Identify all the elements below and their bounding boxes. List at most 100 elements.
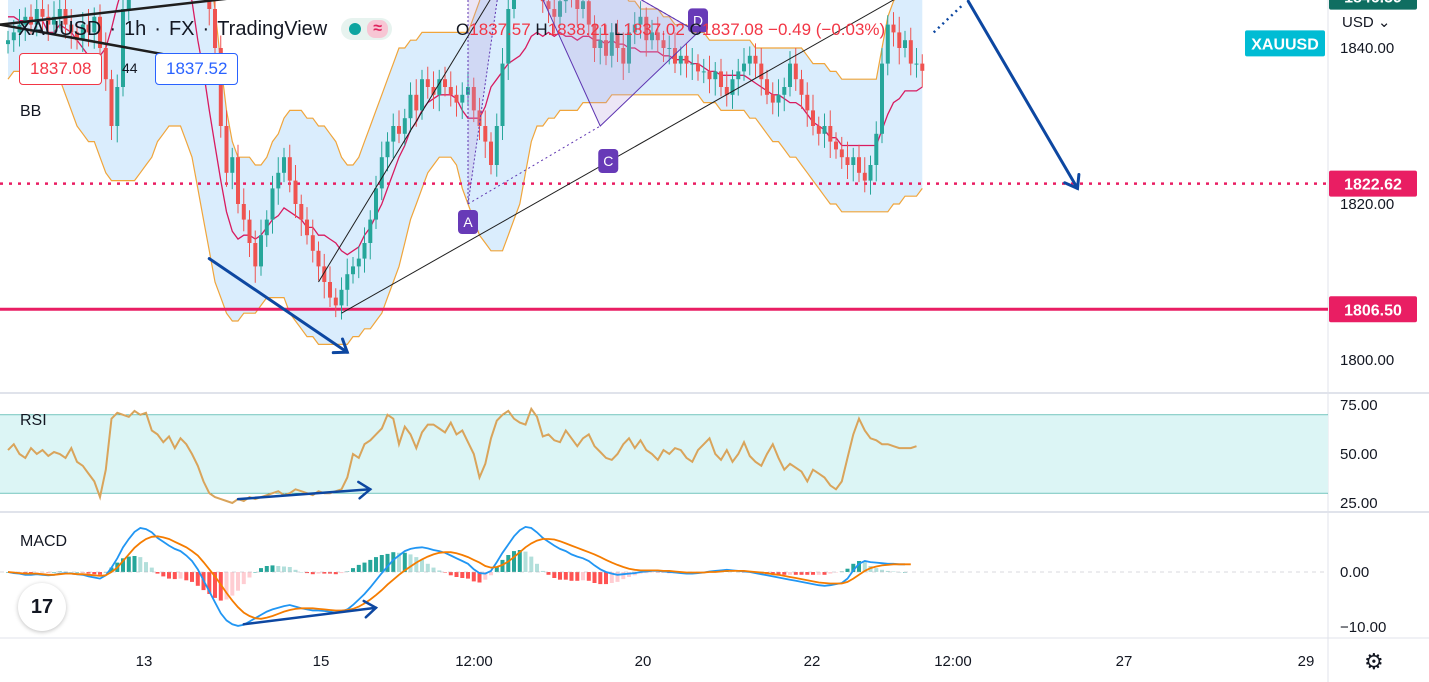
candle-body[interactable] <box>874 133 879 165</box>
candle-body[interactable] <box>667 48 672 49</box>
candle-body[interactable] <box>287 157 292 181</box>
candle-body[interactable] <box>305 219 309 236</box>
macd-histogram-bar[interactable] <box>333 572 338 575</box>
candle-body[interactable] <box>276 172 281 189</box>
price-pane[interactable]: ABCD <box>0 0 1328 355</box>
macd-histogram-bar[interactable] <box>236 572 240 591</box>
dotted-top-price-label-bg[interactable] <box>1329 0 1417 10</box>
macd-histogram-bar[interactable] <box>805 572 810 575</box>
macd-histogram-bar[interactable] <box>356 564 361 572</box>
candle-body[interactable] <box>126 0 131 9</box>
candle-body[interactable] <box>512 0 516 9</box>
pattern-label-c-badge[interactable] <box>598 149 619 173</box>
candle-body[interactable] <box>770 94 775 103</box>
buy-price-button[interactable]: 1837.52 <box>155 53 239 85</box>
candle-body[interactable] <box>293 180 298 204</box>
candle-body[interactable] <box>339 289 344 306</box>
macd-histogram-bar[interactable] <box>322 572 327 574</box>
bb-lower-line[interactable] <box>7 70 923 345</box>
candle-body[interactable] <box>333 297 338 306</box>
macd-histogram-bar[interactable] <box>293 569 298 572</box>
candle-body[interactable] <box>259 235 263 267</box>
macd-histogram-bar[interactable] <box>374 557 378 572</box>
candle-body[interactable] <box>747 55 752 64</box>
macd-histogram-bar[interactable] <box>184 572 189 581</box>
candle-body[interactable] <box>483 126 488 142</box>
macd-histogram-bar[interactable] <box>615 572 620 582</box>
candle-body[interactable] <box>425 79 430 87</box>
macd-histogram-bar[interactable] <box>489 572 493 576</box>
candle-body[interactable] <box>690 63 695 65</box>
candle-body[interactable] <box>282 157 286 173</box>
candle-body[interactable] <box>466 87 470 95</box>
candle-body[interactable] <box>57 9 62 17</box>
macd-histogram-bar[interactable] <box>385 553 390 572</box>
divergence-arrow-rsi[interactable] <box>236 488 372 501</box>
candle-body[interactable] <box>736 71 741 80</box>
macd-histogram-bar[interactable] <box>770 572 775 575</box>
candle-body[interactable] <box>615 32 620 48</box>
candle-body[interactable] <box>103 48 108 80</box>
candle-body[interactable] <box>609 32 614 56</box>
macd-histogram-bar[interactable] <box>92 572 97 575</box>
candle-body[interactable] <box>236 157 240 204</box>
symbol-name[interactable]: XAUUSD <box>18 17 102 40</box>
candle-body[interactable] <box>362 243 367 259</box>
candle-body[interactable] <box>885 24 890 64</box>
macd-histogram-bar[interactable] <box>788 572 792 575</box>
macd-histogram-bar[interactable] <box>523 551 528 572</box>
candle-body[interactable] <box>52 16 56 25</box>
macd-histogram-bar[interactable] <box>776 572 781 575</box>
macd-histogram-bar[interactable] <box>414 557 419 572</box>
macd-histogram-bar[interactable] <box>575 572 580 581</box>
candle-body[interactable] <box>299 204 304 220</box>
divergence-arrow-price[interactable] <box>207 257 349 354</box>
candle-body[interactable] <box>98 16 102 48</box>
candle-body[interactable] <box>109 79 114 126</box>
macd-histogram-bar[interactable] <box>247 572 252 578</box>
candle-body[interactable] <box>678 55 683 64</box>
macd-histogram-bar[interactable] <box>581 572 585 581</box>
candle-body[interactable] <box>782 87 787 95</box>
candle-body[interactable] <box>477 110 482 126</box>
candle-body[interactable] <box>707 71 712 80</box>
candle-body[interactable] <box>207 0 212 9</box>
macd-histogram-bar[interactable] <box>420 559 424 572</box>
macd-histogram-bar[interactable] <box>339 572 344 574</box>
forecast-arrow-head[interactable] <box>1063 172 1081 191</box>
bb-basis-line[interactable] <box>8 0 923 256</box>
macd-histogram-bar[interactable] <box>558 572 562 580</box>
macd-histogram-bar[interactable] <box>149 567 154 572</box>
macd-histogram-bar[interactable] <box>431 567 436 572</box>
candle-body[interactable] <box>40 9 45 17</box>
candle-body[interactable] <box>730 79 735 95</box>
trendline-upper-left[interactable] <box>0 0 411 26</box>
macd-histogram-bar[interactable] <box>126 556 131 572</box>
candle-body[interactable] <box>753 55 758 64</box>
macd-histogram-bar[interactable] <box>644 572 649 574</box>
candle-body[interactable] <box>264 219 269 236</box>
macd-histogram-bar[interactable] <box>540 570 545 572</box>
macd-histogram-bar[interactable] <box>161 572 166 577</box>
macd-histogram-bar[interactable] <box>494 567 499 572</box>
candle-body[interactable] <box>701 71 706 73</box>
gear-icon[interactable]: ⚙ <box>1364 649 1384 674</box>
candle-body[interactable] <box>552 9 557 17</box>
candle-body[interactable] <box>351 266 355 275</box>
macd-histogram-bar[interactable] <box>155 572 160 574</box>
candle-body[interactable] <box>868 165 873 181</box>
candle-body[interactable] <box>92 16 97 33</box>
candle-body[interactable] <box>345 274 350 290</box>
macd-histogram-bar[interactable] <box>310 572 315 575</box>
macd-histogram-bar[interactable] <box>397 552 401 573</box>
rsi-indicator-label[interactable]: RSI <box>20 412 47 429</box>
macd-histogram-bar[interactable] <box>483 572 488 580</box>
candle-body[interactable] <box>46 16 51 25</box>
candle-body[interactable] <box>799 79 804 95</box>
candle-body[interactable] <box>575 0 580 10</box>
interval-label[interactable]: 1h <box>124 17 147 40</box>
macd-histogram-bar[interactable] <box>259 568 263 572</box>
candle-body[interactable] <box>581 1 585 10</box>
tradingview-logo-icon[interactable]: 17 <box>18 583 66 631</box>
candle-body[interactable] <box>391 126 396 142</box>
